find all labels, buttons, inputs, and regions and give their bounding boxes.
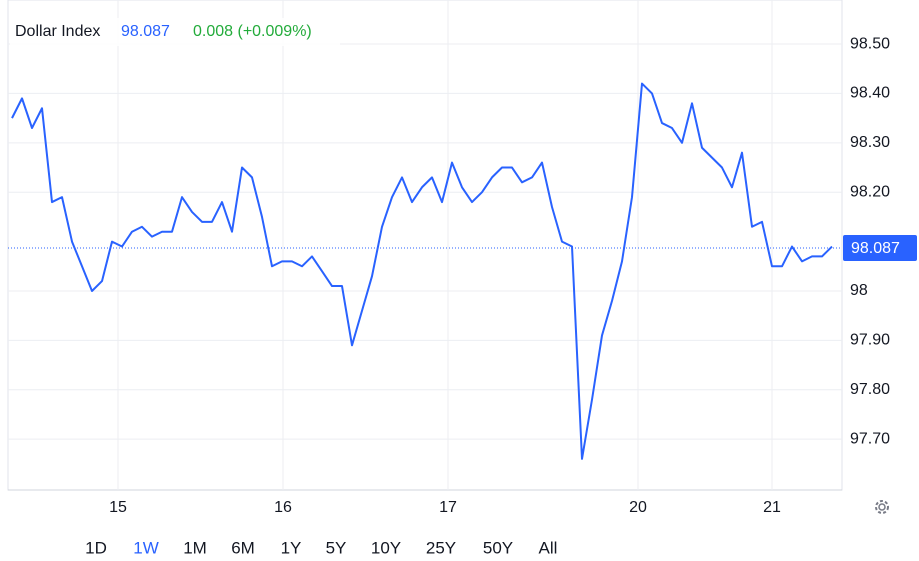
range-button[interactable]: 1M: [183, 538, 207, 557]
y-tick-label: 98: [850, 282, 868, 299]
plot: 98.50 98.40 98.30 98.20 98 97.90 97.80 97.70 15 1…: [8, 0, 890, 516]
legend-bg: [10, 18, 340, 46]
y-tick-label: 97.70: [850, 430, 890, 447]
change: 0.008 (+0.009%): [193, 23, 312, 40]
price-line: [11, 82, 833, 460]
range-button[interactable]: 5Y: [326, 538, 347, 557]
chart-title: Dollar Index: [15, 23, 100, 40]
plot-frame: [7, 0, 843, 491]
x-tick-label: 20: [629, 499, 647, 516]
settings-icon[interactable]: [875, 500, 889, 514]
y-tick-label: 98.50: [850, 35, 890, 52]
x-tick-label: 17: [439, 499, 457, 516]
last-price-label: 98.087: [851, 240, 900, 257]
y-tick-label: 98.20: [850, 183, 890, 200]
y-tick-label: 98.30: [850, 134, 890, 151]
range-button[interactable]: All: [539, 538, 558, 557]
range-button[interactable]: 25Y: [426, 538, 456, 557]
range-button[interactable]: 6M: [231, 538, 255, 557]
range-button[interactable]: 1Y: [281, 538, 302, 557]
range-button[interactable]: 1D: [85, 538, 107, 557]
x-tick-label: 16: [274, 499, 292, 516]
range-button[interactable]: 50Y: [483, 538, 513, 557]
x-tick-label: 15: [109, 499, 127, 516]
range-button[interactable]: 1W: [133, 538, 159, 557]
y-tick-label: 97.80: [850, 381, 890, 398]
y-tick-label: 98.40: [850, 85, 890, 102]
price: 98.087: [121, 23, 170, 40]
range-button[interactable]: 10Y: [371, 538, 401, 557]
x-tick-label: 21: [763, 499, 781, 516]
last-price-badge: [843, 235, 917, 262]
y-tick-label: 97.90: [850, 332, 890, 349]
